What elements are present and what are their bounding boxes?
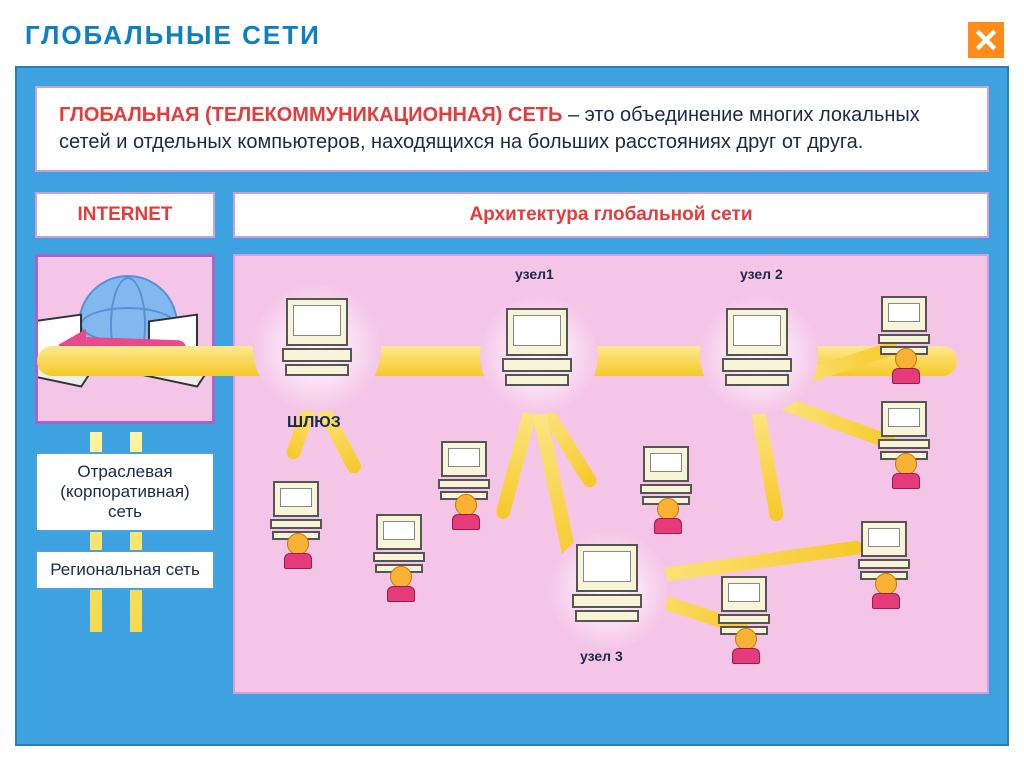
person-icon bbox=[730, 628, 762, 664]
regional-network-button[interactable]: Региональная сеть bbox=[35, 550, 215, 590]
client-computer-icon bbox=[855, 521, 913, 580]
node3-label: узел 3 bbox=[580, 648, 623, 664]
close-button[interactable] bbox=[966, 20, 1006, 60]
person-icon bbox=[282, 533, 314, 569]
node-computer-icon bbox=[497, 308, 577, 386]
close-icon bbox=[973, 27, 999, 53]
client-computer-icon bbox=[637, 446, 695, 505]
person-icon bbox=[652, 498, 684, 534]
corporate-line1: Отраслевая bbox=[77, 462, 172, 481]
definition-term: ГЛОБАЛЬНАЯ (ТЕЛЕКОММУНИКАЦИОННАЯ) СЕТЬ bbox=[59, 104, 562, 126]
gateway-computer-icon bbox=[277, 298, 357, 376]
client-computer-icon bbox=[875, 296, 933, 355]
definition-box: ГЛОБАЛЬНАЯ (ТЕЛЕКОММУНИКАЦИОННАЯ) СЕТЬ –… bbox=[35, 86, 989, 172]
client-computer-icon bbox=[435, 441, 493, 500]
left-column: INTERNET Отраслевая (корпоративная) сеть… bbox=[35, 192, 215, 694]
client-computer-icon bbox=[875, 401, 933, 460]
person-icon bbox=[890, 453, 922, 489]
client-computer-icon bbox=[715, 576, 773, 635]
node-computer-icon bbox=[717, 308, 797, 386]
person-icon bbox=[450, 494, 482, 530]
architecture-header: Архитектура глобальной сети bbox=[233, 192, 989, 238]
person-icon bbox=[385, 566, 417, 602]
node2-label: узел 2 bbox=[740, 266, 783, 282]
gateway-label: ШЛЮЗ bbox=[287, 414, 341, 432]
node-computer-icon bbox=[567, 544, 647, 622]
main-panel: ГЛОБАЛЬНАЯ (ТЕЛЕКОММУНИКАЦИОННАЯ) СЕТЬ –… bbox=[15, 66, 1009, 746]
corporate-line3: сеть bbox=[108, 502, 142, 521]
page-title: ГЛОБАЛЬНЫЕ СЕТИ bbox=[0, 0, 1024, 66]
node1-label: узел1 bbox=[515, 266, 554, 282]
internet-illustration bbox=[35, 254, 215, 424]
right-column: Архитектура глобальной сети bbox=[233, 192, 989, 694]
internet-header: INTERNET bbox=[35, 192, 215, 238]
corporate-line2: (корпоративная) bbox=[60, 482, 189, 501]
client-computer-icon bbox=[370, 514, 428, 573]
client-computer-icon bbox=[267, 481, 325, 540]
person-icon bbox=[870, 573, 902, 609]
architecture-diagram: ШЛЮЗ узел1 узел 2 узел 3 bbox=[233, 254, 989, 694]
corporate-network-button[interactable]: Отраслевая (корпоративная) сеть bbox=[35, 452, 215, 532]
person-icon bbox=[890, 348, 922, 384]
